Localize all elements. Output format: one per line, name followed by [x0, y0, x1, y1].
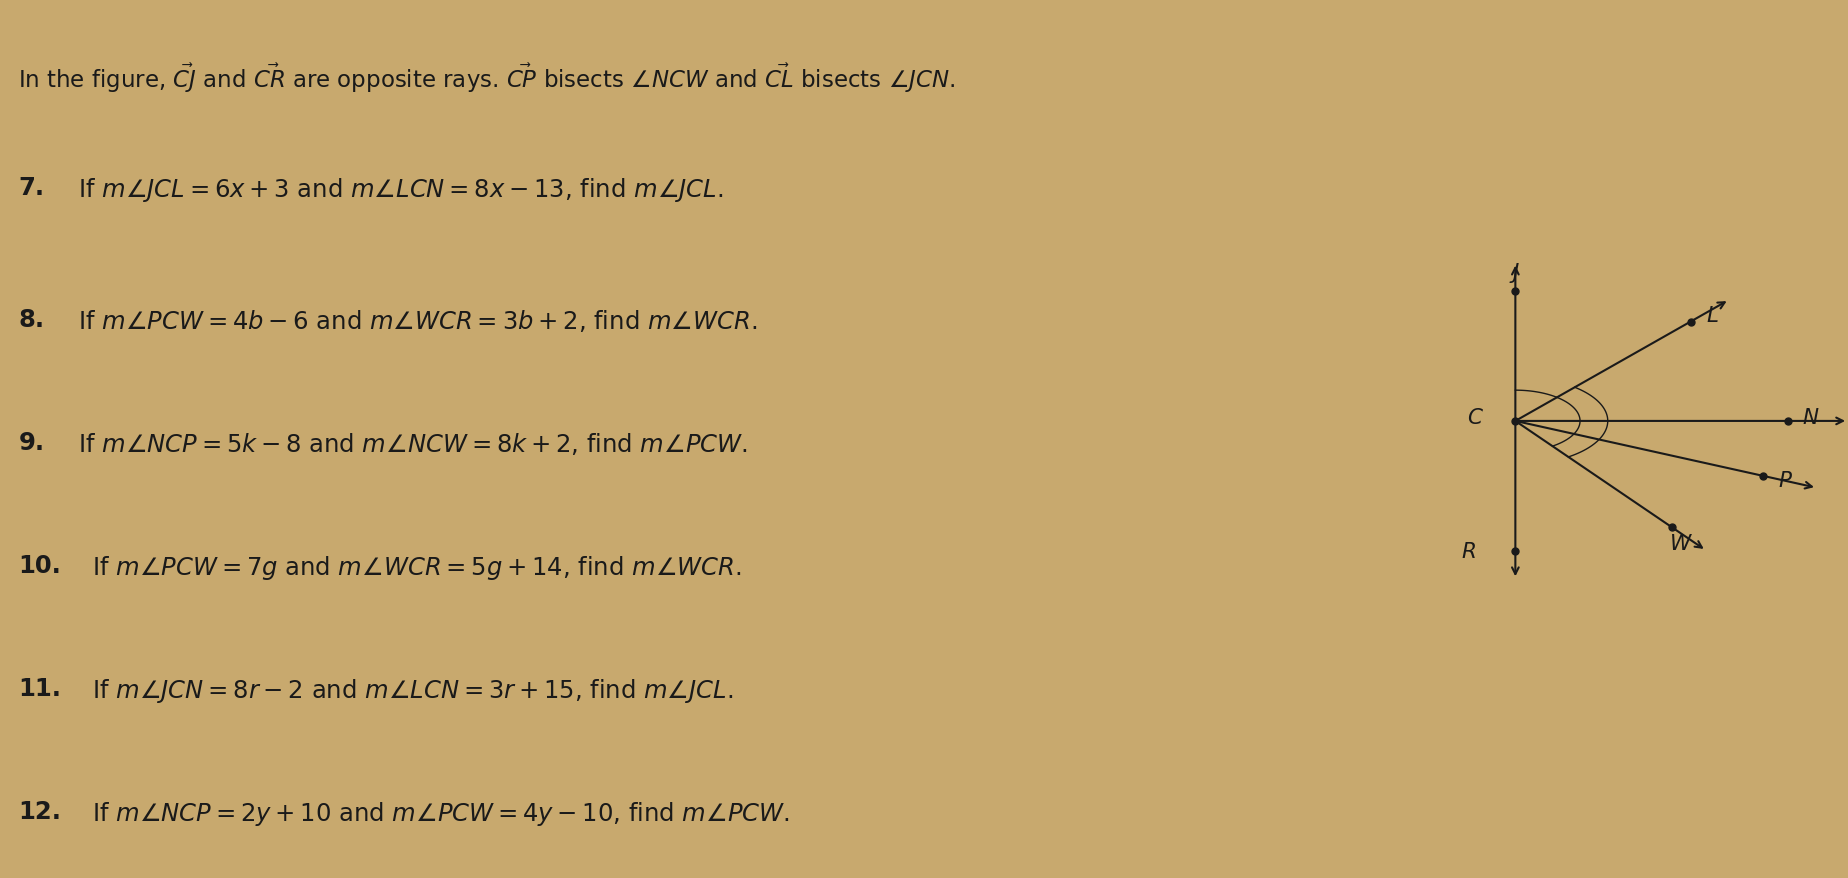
Text: If $m\angle JCL = 6x + 3$ and $m\angle LCN = 8x - 13$, find $m\angle JCL$.: If $m\angle JCL = 6x + 3$ and $m\angle L… — [78, 176, 723, 204]
Text: If $m\angle NCP = 5k - 8$ and $m\angle NCW = 8k + 2$, find $m\angle PCW$.: If $m\angle NCP = 5k - 8$ and $m\angle N… — [78, 430, 748, 457]
Text: If $m\angle PCW = 7g$ and $m\angle WCR = 5g + 14$, find $m\angle WCR$.: If $m\angle PCW = 7g$ and $m\angle WCR =… — [92, 553, 743, 581]
Text: L: L — [1708, 306, 1719, 325]
Text: If $m\angle JCN = 8r - 2$ and $m\angle LCN = 3r + 15$, find $m\angle JCL$.: If $m\angle JCN = 8r - 2$ and $m\angle L… — [92, 676, 734, 704]
Text: W: W — [1671, 534, 1691, 553]
Text: 11.: 11. — [18, 676, 61, 700]
Text: 12.: 12. — [18, 799, 61, 823]
Text: J: J — [1512, 263, 1519, 283]
Text: 10.: 10. — [18, 553, 61, 577]
Text: In the figure, $\vec{CJ}$ and $\vec{CR}$ are opposite rays. $\vec{CP}$ bisects $: In the figure, $\vec{CJ}$ and $\vec{CR}$… — [18, 61, 955, 95]
Text: N: N — [1802, 407, 1818, 427]
Text: If $m\angle NCP = 2y + 10$ and $m\angle PCW = 4y - 10$, find $m\angle PCW$.: If $m\angle NCP = 2y + 10$ and $m\angle … — [92, 799, 791, 827]
Text: R: R — [1462, 541, 1477, 561]
Text: P: P — [1778, 471, 1791, 491]
Text: 9.: 9. — [18, 430, 44, 454]
Text: C: C — [1467, 407, 1482, 427]
Text: 8.: 8. — [18, 307, 44, 331]
Text: 7.: 7. — [18, 176, 44, 199]
Text: If $m\angle PCW = 4b - 6$ and $m\angle WCR = 3b + 2$, find $m\angle WCR$.: If $m\angle PCW = 4b - 6$ and $m\angle W… — [78, 307, 758, 334]
